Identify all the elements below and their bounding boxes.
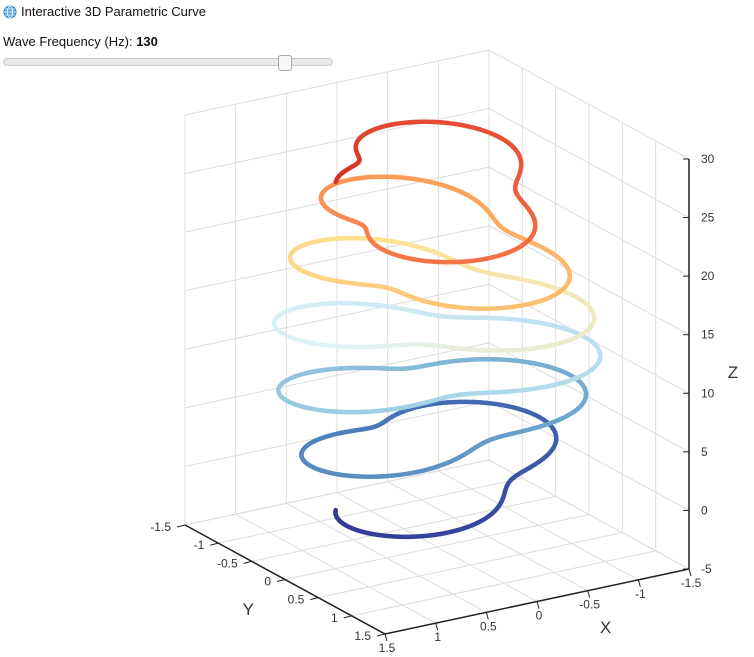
- wall-grid-line: [488, 166, 690, 277]
- z-tick-label: -5: [701, 562, 712, 576]
- x-tick-label: 0.5: [480, 619, 497, 633]
- y-tick-label: -0.5: [217, 556, 238, 570]
- x-tick-label: -1: [635, 587, 646, 601]
- title-bar: Interactive 3D Parametric Curve: [3, 4, 206, 19]
- frequency-value: 130: [136, 34, 158, 49]
- x-tick-mark: [688, 568, 692, 577]
- tick-labels: -1.5 -1 -0.5 0 0.5 1 1.5 -1.5 -1 -0.5 0 0.5 1 1.5 -5 0 5…: [150, 152, 738, 655]
- z-tick-label: 5: [701, 445, 708, 459]
- floor-grid-line: [351, 550, 656, 617]
- x-tick-mark: [587, 590, 591, 598]
- wall-grid-line: [488, 108, 690, 219]
- axes: [176, 158, 692, 642]
- y-tick-label: 1: [331, 611, 338, 625]
- y-tick-mark: [343, 615, 352, 619]
- z-tick-label: 20: [701, 269, 715, 283]
- frequency-slider[interactable]: [3, 55, 333, 71]
- floor-grid-line: [284, 514, 590, 580]
- globe-icon: [3, 5, 17, 18]
- x-tick-mark: [485, 612, 489, 620]
- wall-grid-line: [488, 400, 690, 511]
- frequency-label: Wave Frequency (Hz): 130: [3, 34, 158, 49]
- z-axis-title: Z: [728, 363, 738, 382]
- floor-grid-line: [318, 532, 623, 599]
- x-tick-mark: [384, 633, 388, 642]
- y-tick-mark: [276, 579, 286, 582]
- y-tick-mark: [210, 542, 219, 546]
- x-tick-label: 0: [536, 609, 543, 623]
- page-title: Interactive 3D Parametric Curve: [21, 4, 206, 19]
- x-tick-mark: [435, 623, 439, 631]
- y-axis-title: Y: [243, 600, 254, 619]
- x-tick-mark: [637, 579, 641, 587]
- y-tick-label: -1.5: [150, 520, 171, 534]
- x-axis-title: X: [600, 618, 611, 637]
- frequency-label-text: Wave Frequency (Hz):: [3, 34, 133, 49]
- wall-grid-line: [184, 459, 490, 526]
- z-tick-label: 30: [701, 152, 715, 166]
- y-tick-mark: [310, 597, 319, 601]
- wall-grid-line: [184, 108, 490, 175]
- wall-grid-line: [184, 225, 490, 292]
- x-tick-label: -0.5: [579, 598, 600, 612]
- parametric-curve: [271, 119, 603, 540]
- wall-grid-line: [488, 459, 690, 570]
- wall-grid-line: [488, 49, 690, 160]
- z-tick-label: 15: [701, 328, 715, 342]
- wall-grid-line: [184, 49, 490, 116]
- z-tick-label: 0: [701, 503, 708, 517]
- wall-grid-line: [184, 342, 490, 409]
- curve-segment: [333, 178, 339, 185]
- slider-track[interactable]: [3, 58, 333, 66]
- y-tick-label: 1.5: [354, 629, 371, 643]
- y-tick-label: 0: [264, 575, 271, 589]
- wall-grid-line: [184, 283, 490, 350]
- x-tick-label: 1: [434, 630, 441, 644]
- y-tick-label: -1: [194, 538, 205, 552]
- x-tick-mark: [536, 601, 540, 609]
- z-tick-label: 25: [701, 211, 715, 225]
- y-tick-mark: [376, 633, 386, 637]
- slider-thumb[interactable]: [278, 55, 293, 71]
- y-tick-label: 0.5: [288, 593, 305, 607]
- y-tick-mark: [243, 560, 252, 564]
- y-tick-mark: [176, 524, 186, 528]
- x-tick-label: -1.5: [681, 576, 702, 590]
- x-tick-label: 1.5: [379, 641, 396, 655]
- wall-grid-line: [184, 166, 490, 233]
- grid-lines: [184, 49, 690, 635]
- z-tick-label: 10: [701, 386, 715, 400]
